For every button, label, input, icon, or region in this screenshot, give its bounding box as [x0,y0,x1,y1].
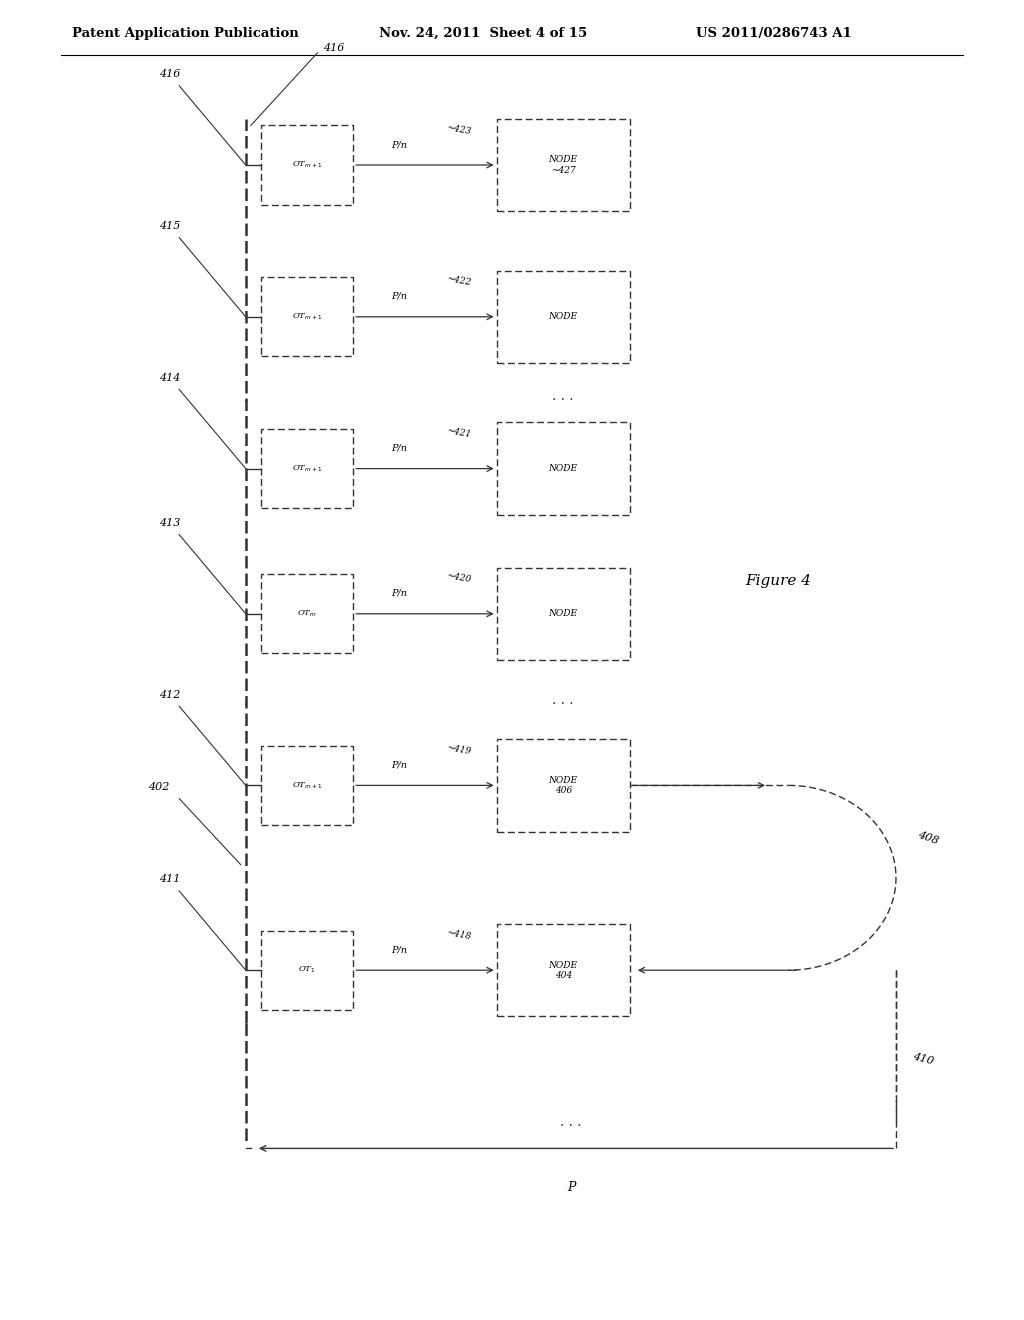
Text: OT$_1$: OT$_1$ [298,965,316,975]
Text: NODE
404: NODE 404 [549,961,578,979]
Text: ~423: ~423 [445,123,471,136]
Text: OT$_{m}$: OT$_{m}$ [297,609,317,619]
Text: P/n: P/n [391,444,408,453]
Bar [261,277,353,356]
Bar [261,746,353,825]
Text: . . .: . . . [553,389,573,403]
Bar [497,271,630,363]
Bar [497,739,630,832]
Text: 410: 410 [911,1052,935,1067]
Text: P/n: P/n [391,292,408,301]
Text: P/n: P/n [391,945,408,954]
Bar [497,924,630,1016]
Text: 402: 402 [147,781,169,792]
Bar [261,574,353,653]
Text: 414: 414 [159,372,180,383]
Text: 415: 415 [159,220,180,231]
Text: ~421: ~421 [445,426,471,440]
Text: NODE
~427: NODE ~427 [549,156,578,174]
Text: OT$_{m+1}$: OT$_{m+1}$ [292,463,323,474]
Text: 411: 411 [159,874,180,884]
Text: 416: 416 [159,69,180,79]
Text: Figure 4: Figure 4 [745,574,811,587]
Text: .: . [243,387,249,405]
Text: OT$_{m+1}$: OT$_{m+1}$ [292,780,323,791]
Text: P/n: P/n [391,589,408,598]
Text: NODE: NODE [549,313,578,321]
Text: 412: 412 [159,689,180,700]
Bar [497,568,630,660]
Text: .: . [243,690,249,709]
Text: ~418: ~418 [445,928,471,941]
Text: NODE: NODE [549,465,578,473]
Text: ~419: ~419 [445,743,471,756]
Text: ~422: ~422 [445,275,471,288]
Text: 408: 408 [916,830,940,846]
Text: OT$_{m+1}$: OT$_{m+1}$ [292,312,323,322]
Text: . . .: . . . [560,1114,582,1129]
Bar [261,931,353,1010]
Bar [497,119,630,211]
Bar [497,422,630,515]
Text: 413: 413 [159,517,180,528]
Text: 416: 416 [323,42,344,53]
Text: NODE
406: NODE 406 [549,776,578,795]
Bar [261,125,353,205]
Text: US 2011/0286743 A1: US 2011/0286743 A1 [696,26,852,40]
Text: P/n: P/n [391,140,408,149]
Text: . . .: . . . [553,693,573,706]
Text: Patent Application Publication: Patent Application Publication [72,26,298,40]
Text: ~420: ~420 [445,572,471,585]
Text: NODE: NODE [549,610,578,618]
Text: Nov. 24, 2011  Sheet 4 of 15: Nov. 24, 2011 Sheet 4 of 15 [379,26,587,40]
Text: OT$_{m+1}$: OT$_{m+1}$ [292,160,323,170]
Text: P: P [566,1181,575,1195]
Text: P/n: P/n [391,760,408,770]
Bar [261,429,353,508]
